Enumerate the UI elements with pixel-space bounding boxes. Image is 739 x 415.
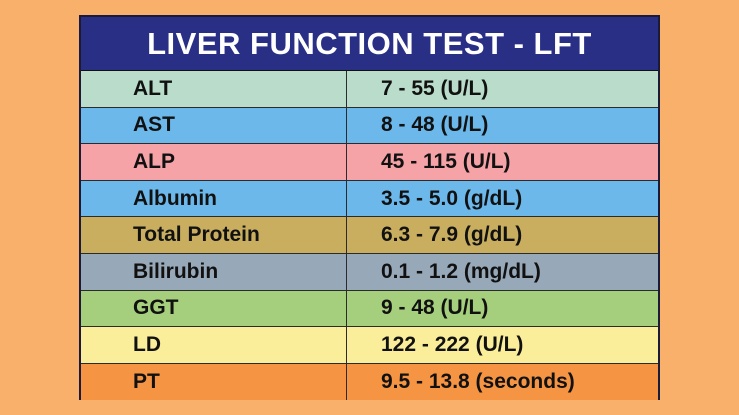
reference-range: 122 - 222 (U/L) [381,332,524,356]
table-row: Albumin 3.5 - 5.0 (g/dL) [81,180,658,218]
test-name: Bilirubin [81,253,347,290]
reference-range: 7 - 55 (U/L) [381,76,489,100]
table-row: Total Protein 6.3 - 7.9 (g/dL) [81,217,658,254]
reference-range: 9 - 48 (U/L) [381,296,489,320]
test-name: ALT [81,71,347,107]
test-name: GGT [81,290,347,327]
test-name: Total Protein [81,217,347,253]
reference-range: 6.3 - 7.9 (g/dL) [381,223,523,247]
table-row: PT 9.5 - 13.8 (seconds) [81,363,658,401]
test-name: ALP [81,144,347,180]
table-row: AST 8 - 48 (U/L) [81,107,658,145]
table-row: ALT 7 - 55 (U/L) [81,71,658,108]
table-row: GGT 9 - 48 (U/L) [81,290,658,328]
reference-range: 9.5 - 13.8 (seconds) [381,370,575,394]
test-name: PT [81,363,347,401]
table-row: ALP 45 - 115 (U/L) [81,144,658,181]
reference-range: 8 - 48 (U/L) [381,113,489,137]
reference-range: 0.1 - 1.2 (mg/dL) [381,259,541,283]
reference-range: 3.5 - 5.0 (g/dL) [381,186,523,210]
lft-table: LIVER FUNCTION TEST - LFT ALT 7 - 55 (U/… [79,15,660,401]
table-row: LD 122 - 222 (U/L) [81,327,658,364]
test-name: AST [81,107,347,144]
test-name: LD [81,327,347,363]
test-name: Albumin [81,180,347,217]
reference-range: 45 - 115 (U/L) [381,149,511,173]
table-row: Bilirubin 0.1 - 1.2 (mg/dL) [81,253,658,291]
table-title: LIVER FUNCTION TEST - LFT [81,17,658,71]
